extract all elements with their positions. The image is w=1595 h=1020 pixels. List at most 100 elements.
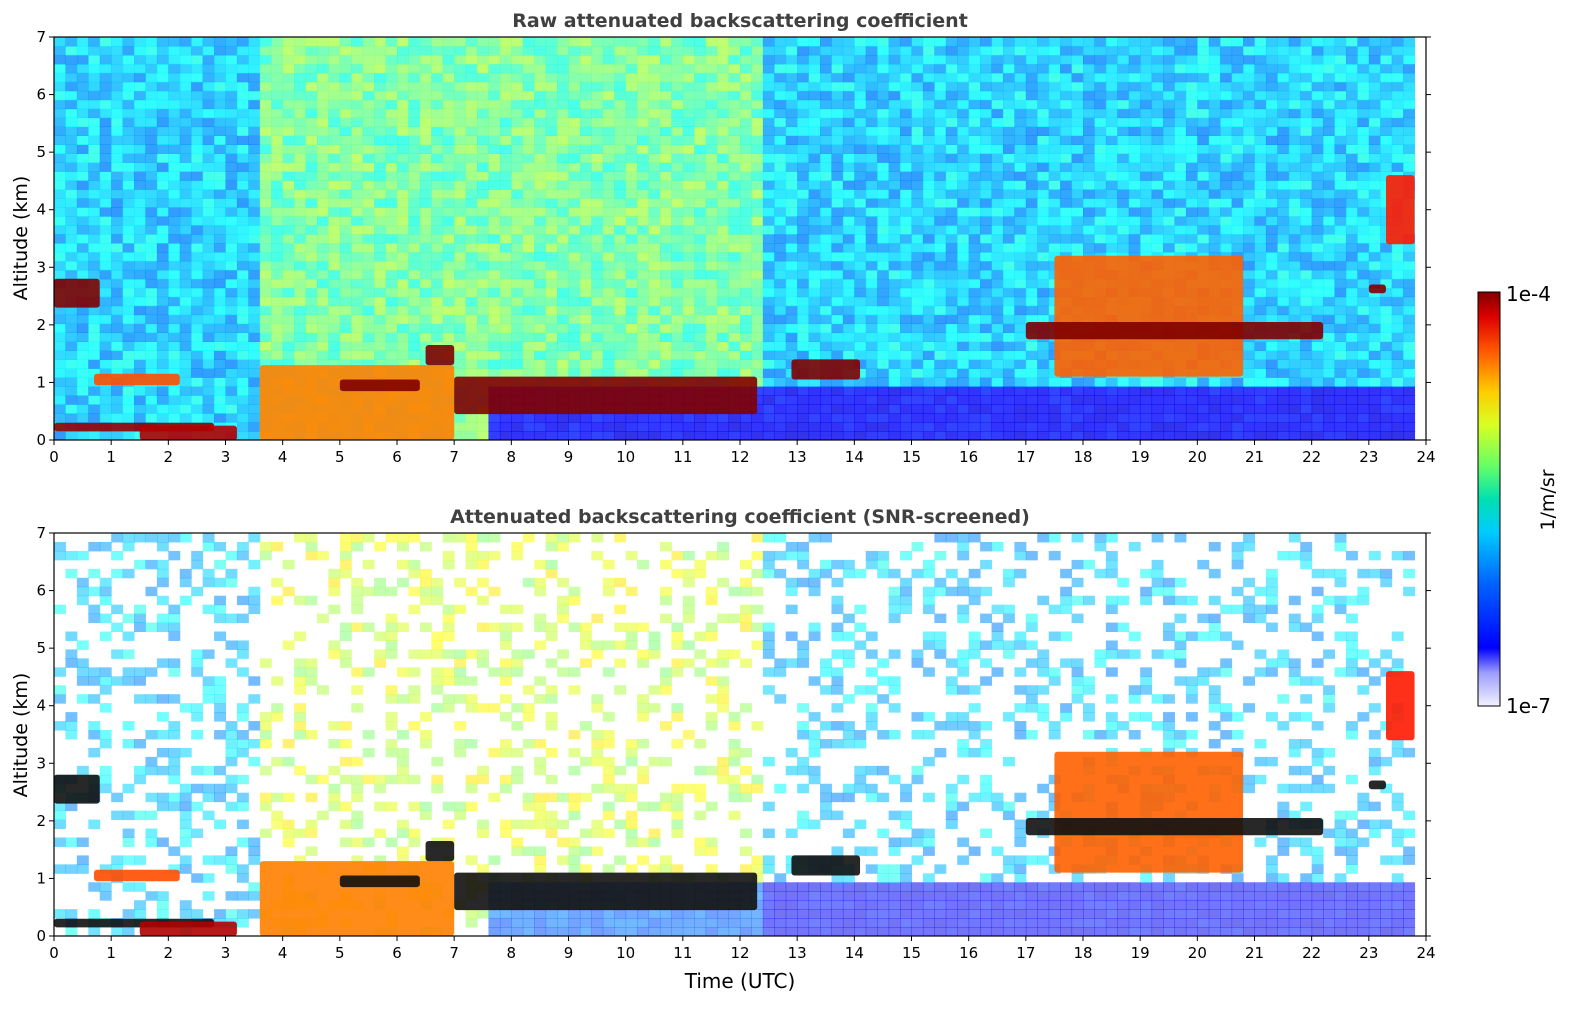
- noise-cell: [454, 431, 467, 441]
- noise-cell: [1094, 180, 1107, 190]
- noise-cell: [591, 422, 604, 432]
- noise-cell: [922, 386, 935, 396]
- noise-cell: [362, 189, 375, 199]
- noise-cell: [831, 323, 844, 334]
- noise-cell: [911, 189, 924, 199]
- noise-cell: [1300, 90, 1313, 101]
- noise-cell: [1014, 269, 1027, 280]
- noise-cell: [820, 198, 832, 208]
- noise-cell: [99, 368, 112, 378]
- noise-cell: [865, 99, 878, 110]
- noise-cell: [1117, 431, 1130, 441]
- noise-cell: [1311, 260, 1324, 271]
- noise-cell: [980, 162, 993, 172]
- noise-cell: [1151, 171, 1164, 181]
- noise-cell: [1288, 207, 1301, 217]
- noise-cell: [1105, 225, 1118, 235]
- noise-cell: [659, 314, 672, 325]
- noise-cell: [1140, 153, 1153, 163]
- noise-cell: [88, 198, 101, 208]
- noise-cell: [431, 189, 444, 199]
- noise-cell: [156, 242, 169, 253]
- noise-cell: [1197, 171, 1210, 181]
- noise-cell: [134, 72, 146, 83]
- noise-cell: [248, 171, 261, 181]
- noise-cell: [740, 314, 752, 325]
- noise-cell: [225, 189, 238, 199]
- noise-cell: [339, 81, 352, 92]
- noise-cell: [968, 386, 981, 396]
- noise-cell: [316, 108, 329, 119]
- noise-cell: [602, 153, 615, 163]
- noise-cell: [602, 99, 615, 110]
- noise-cell: [145, 126, 158, 137]
- noise-cell: [191, 296, 204, 307]
- noise-cell: [1140, 126, 1153, 137]
- noise-cell: [740, 251, 752, 262]
- noise-cell: [957, 350, 970, 360]
- noise-cell: [900, 37, 912, 47]
- noise-cell: [831, 189, 844, 199]
- noise-cell: [511, 108, 524, 119]
- noise-cell: [568, 135, 581, 145]
- noise-cell: [922, 332, 935, 342]
- noise-cell: [877, 81, 890, 92]
- noise-cell: [991, 225, 1004, 235]
- noise-cell: [431, 198, 444, 208]
- noise-cell: [1254, 207, 1267, 217]
- noise-cell: [602, 422, 615, 432]
- noise-cell: [774, 144, 787, 154]
- noise-cell: [1083, 242, 1095, 253]
- noise-cell: [922, 296, 935, 307]
- noise-cell: [854, 404, 867, 414]
- noise-cell: [442, 269, 455, 280]
- noise-cell: [968, 251, 981, 262]
- noise-cell: [717, 153, 730, 163]
- noise-cell: [888, 54, 901, 65]
- noise-cell: [1014, 45, 1027, 56]
- noise-cell: [957, 90, 970, 101]
- noise-cell: [774, 350, 787, 360]
- noise-cell: [740, 368, 752, 378]
- noise-cell: [740, 260, 752, 271]
- noise-cell: [499, 431, 512, 441]
- noise-cell: [1277, 99, 1290, 110]
- noise-cell: [1254, 359, 1267, 369]
- noise-cell: [408, 99, 421, 110]
- noise-cell: [499, 90, 512, 101]
- noise-cell: [820, 296, 832, 307]
- noise-cell: [65, 323, 78, 334]
- noise-cell: [705, 350, 718, 360]
- noise-cell: [1025, 359, 1038, 369]
- noise-cell: [545, 225, 558, 235]
- noise-cell: [659, 45, 672, 56]
- noise-cell: [751, 269, 764, 280]
- noise-cell: [214, 171, 226, 181]
- noise-cell: [1128, 386, 1141, 396]
- noise-cell: [625, 144, 638, 154]
- noise-cell: [1231, 404, 1244, 414]
- noise-cell: [65, 377, 78, 387]
- noise-cell: [1083, 216, 1095, 226]
- noise-cell: [1243, 404, 1255, 414]
- noise-cell: [557, 260, 569, 271]
- noise-cell: [202, 45, 215, 56]
- noise-cell: [854, 45, 867, 56]
- noise-cell: [602, 413, 615, 423]
- noise-cell: [111, 162, 124, 172]
- noise-cell: [1117, 395, 1130, 405]
- noise-cell: [534, 368, 547, 378]
- noise-cell: [431, 81, 444, 92]
- noise-cell: [305, 63, 318, 74]
- noise-cell: [1048, 180, 1061, 190]
- noise-cell: [614, 153, 627, 163]
- noise-cell: [225, 63, 238, 74]
- noise-cell: [65, 153, 78, 163]
- noise-cell: [568, 251, 581, 262]
- noise-cell: [1117, 377, 1130, 387]
- noise-cell: [579, 135, 592, 145]
- noise-cell: [339, 72, 352, 83]
- noise-cell: [522, 117, 535, 128]
- noise-cell: [1311, 341, 1324, 351]
- noise-cell: [854, 350, 867, 360]
